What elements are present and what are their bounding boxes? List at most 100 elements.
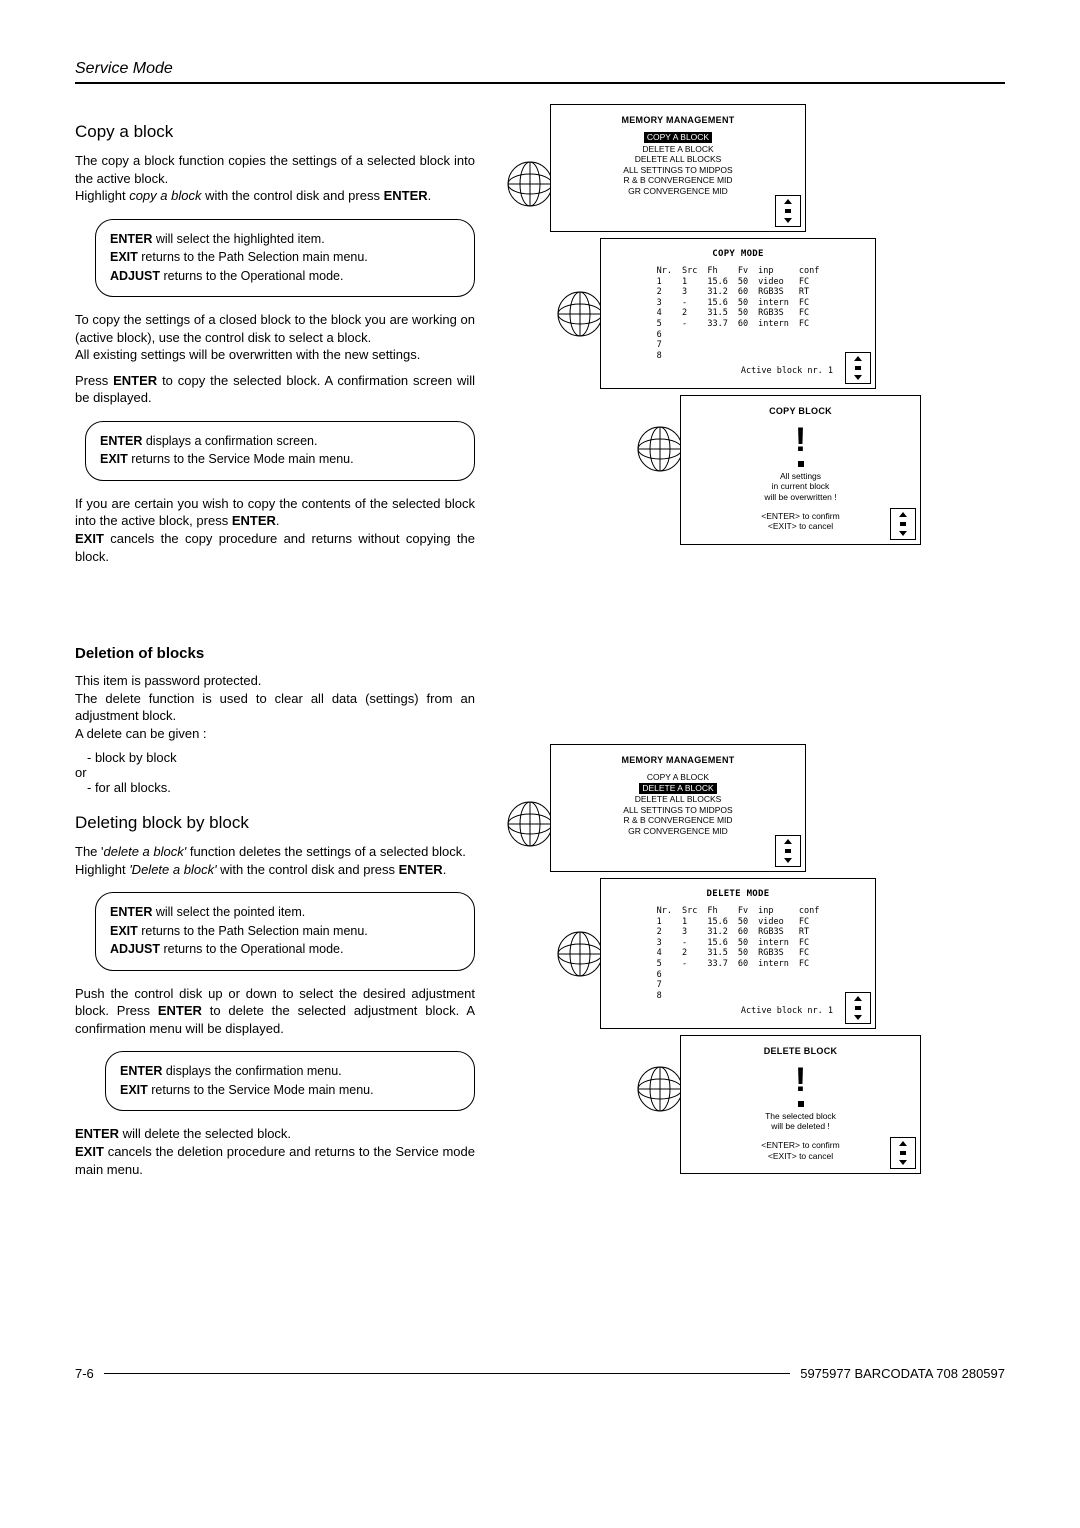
td: RGB3S bbox=[753, 948, 794, 959]
del-sub: Deleting block by block bbox=[75, 813, 475, 833]
del-p5-em: 'Delete a block' bbox=[129, 862, 216, 877]
td: 5 bbox=[652, 319, 677, 330]
td: 7 bbox=[652, 340, 677, 351]
del-title: Deletion of blocks bbox=[75, 645, 475, 662]
del-note1-l2b: EXIT bbox=[110, 924, 138, 938]
del-p5-pre: Highlight bbox=[75, 862, 129, 877]
td: 3 bbox=[652, 298, 677, 309]
td: 50 bbox=[733, 938, 753, 949]
mm-item-2: DELETE ALL BLOCKS bbox=[563, 154, 793, 165]
mm-item-0: COPY A BLOCK bbox=[644, 132, 712, 143]
del-p7t: will delete the selected block. bbox=[119, 1126, 291, 1141]
del-p5-post: . bbox=[443, 862, 447, 877]
td: RT bbox=[794, 927, 824, 938]
del-p8b: EXIT bbox=[75, 1144, 104, 1159]
td: intern bbox=[753, 298, 794, 309]
copy-note1-l3: returns to the Operational mode. bbox=[160, 269, 343, 283]
td: RGB3S bbox=[753, 308, 794, 319]
warn-row: ! bbox=[693, 423, 908, 457]
td: 4 bbox=[652, 948, 677, 959]
del-p4-em: delete a block' bbox=[104, 844, 187, 859]
th: Fh bbox=[702, 906, 732, 917]
copy-p3-pre: Press bbox=[75, 373, 113, 388]
del-note2-l1b: ENTER bbox=[120, 1064, 162, 1078]
del-note1-l2: returns to the Path Selection main menu. bbox=[138, 924, 368, 938]
copy-note1-l2b: EXIT bbox=[110, 250, 138, 264]
footer-id: 5975977 BARCODATA 708 280597 bbox=[800, 1366, 1005, 1381]
copy-note2-l2b: EXIT bbox=[100, 452, 128, 466]
td: FC bbox=[794, 319, 824, 330]
td: 60 bbox=[733, 959, 753, 970]
td: 2 bbox=[677, 948, 702, 959]
td: 5 bbox=[652, 959, 677, 970]
copy-note1-l2: returns to the Path Selection main menu. bbox=[138, 250, 368, 264]
copy-note1-l1: will select the highlighted item. bbox=[152, 232, 324, 246]
warn-row2: ! bbox=[693, 1063, 908, 1097]
dwarn2: will be deleted ! bbox=[693, 1121, 908, 1132]
del-p8: EXIT cancels the deletion procedure and … bbox=[75, 1143, 475, 1178]
confirm2: <EXIT> to cancel bbox=[693, 521, 908, 532]
td: 8 bbox=[652, 351, 677, 362]
globe-icon bbox=[635, 1064, 685, 1114]
th: inp bbox=[753, 906, 794, 917]
td: FC bbox=[794, 308, 824, 319]
scroll-icon bbox=[845, 992, 871, 1024]
copy-note1-l1b: ENTER bbox=[110, 232, 152, 246]
th: Fh bbox=[702, 266, 732, 277]
dconfirm2: <EXIT> to cancel bbox=[693, 1151, 908, 1162]
td: 2 bbox=[652, 927, 677, 938]
copy-p1b-pre: Highlight bbox=[75, 188, 129, 203]
del-note1-l3b: ADJUST bbox=[110, 942, 160, 956]
header-rule bbox=[75, 82, 1005, 84]
copy-p1b-key: ENTER bbox=[384, 188, 428, 203]
td: 33.7 bbox=[702, 959, 732, 970]
copy-p4-post: . bbox=[276, 513, 280, 528]
th: Nr. bbox=[652, 266, 677, 277]
td: RGB3S bbox=[753, 927, 794, 938]
del-or: or bbox=[75, 765, 475, 780]
del-note2-l2: returns to the Service Mode main menu. bbox=[148, 1083, 374, 1097]
td: FC bbox=[794, 959, 824, 970]
td: 15.6 bbox=[702, 277, 732, 288]
delete-block-menu: DELETE BLOCK ! The selected block will b… bbox=[680, 1035, 921, 1174]
footer-rule bbox=[104, 1373, 790, 1374]
copy-p1b-em: copy a block bbox=[129, 188, 201, 203]
warn-dot-icon bbox=[798, 461, 804, 467]
td: FC bbox=[794, 298, 824, 309]
td: 1 bbox=[652, 917, 677, 928]
th: Nr. bbox=[652, 906, 677, 917]
copy-note2-l1: displays a confirmation screen. bbox=[142, 434, 317, 448]
del-li1: - block by block bbox=[87, 750, 475, 765]
main-columns: Copy a block The copy a block function c… bbox=[75, 104, 1005, 1186]
delete-mode-table: Nr.SrcFhFvinpconf 1115.650videoFC 2331.2… bbox=[652, 906, 825, 1002]
del-note2-l1: displays the confirmation menu. bbox=[162, 1064, 341, 1078]
mm2-item-1: DELETE A BLOCK bbox=[639, 783, 716, 794]
globe-icon bbox=[635, 424, 685, 474]
delete-mode-menu: DELETE MODE Nr.SrcFhFvinpconf 1115.650vi… bbox=[600, 878, 876, 1030]
copy-p4: If you are certain you wish to copy the … bbox=[75, 495, 475, 565]
del-p5-mid: with the control disk and press bbox=[217, 862, 399, 877]
td: 31.5 bbox=[702, 308, 732, 319]
td: 60 bbox=[733, 927, 753, 938]
del-p2: The delete function is used to clear all… bbox=[75, 690, 475, 725]
copy-p2b: All existing settings will be overwritte… bbox=[75, 347, 420, 362]
del-p45: The 'delete a block' function deletes th… bbox=[75, 843, 475, 878]
td: 2 bbox=[677, 308, 702, 319]
td: - bbox=[677, 959, 702, 970]
scroll-icon bbox=[775, 195, 801, 227]
td: video bbox=[753, 917, 794, 928]
th: conf bbox=[794, 906, 824, 917]
del-p4-pre: The ' bbox=[75, 844, 104, 859]
del-li2: - for all blocks. bbox=[87, 780, 475, 795]
td: intern bbox=[753, 319, 794, 330]
del-note1-l3: returns to the Operational mode. bbox=[160, 942, 343, 956]
td: 7 bbox=[652, 980, 677, 991]
copy-note2-l2: returns to the Service Mode main menu. bbox=[128, 452, 354, 466]
del-p3: A delete can be given : bbox=[75, 725, 475, 743]
td: intern bbox=[753, 959, 794, 970]
mm2-item-5: GR CONVERGENCE MID bbox=[563, 826, 793, 837]
copy-p1b-post: . bbox=[428, 188, 432, 203]
mm2-item-0: COPY A BLOCK bbox=[563, 772, 793, 783]
copy-note1: ENTER will select the highlighted item. … bbox=[95, 219, 475, 298]
copy-note2-l1b: ENTER bbox=[100, 434, 142, 448]
